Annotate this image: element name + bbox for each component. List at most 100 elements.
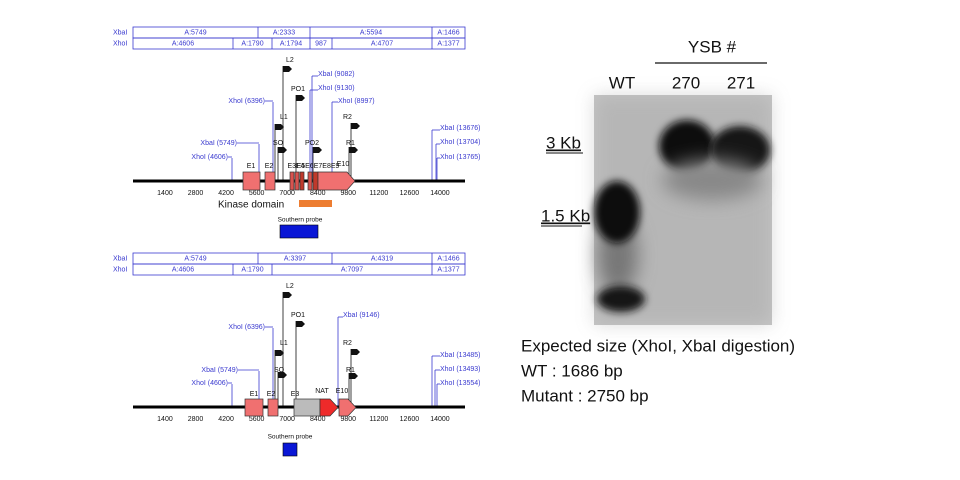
southern-probe bbox=[282, 442, 298, 457]
fragment-label: A:5594 bbox=[360, 29, 382, 36]
fragment-label: A:1466 bbox=[437, 255, 459, 262]
fragment-label: A:4606 bbox=[172, 266, 194, 273]
site-label: L2 bbox=[286, 57, 294, 64]
fragment-label: A:4606 bbox=[172, 40, 194, 47]
site-label: PO1 bbox=[291, 312, 305, 319]
axis-tick-label: 8400 bbox=[310, 190, 326, 197]
axis-tick-label: 1400 bbox=[157, 190, 173, 197]
exon bbox=[289, 171, 295, 191]
site-label: XhoI (9130) bbox=[318, 85, 355, 92]
fragment-label: A:5749 bbox=[184, 255, 206, 262]
site-label: PO2 bbox=[305, 140, 319, 147]
exon bbox=[264, 171, 276, 191]
promoter-flag bbox=[275, 124, 284, 130]
site-label: XhoI (6396) bbox=[228, 324, 265, 331]
fragment-label: A:3397 bbox=[284, 255, 306, 262]
axis-tick-label: 12600 bbox=[400, 416, 420, 423]
promoter-flag bbox=[351, 349, 360, 355]
table-row bbox=[132, 37, 466, 50]
promoter-flag bbox=[275, 350, 284, 356]
axis-tick-label: 9800 bbox=[340, 190, 356, 197]
site-label: XbaI (5749) bbox=[201, 367, 238, 374]
exon-label: E1 bbox=[250, 391, 259, 398]
exon-arrow bbox=[319, 398, 339, 417]
fragment-label: A:1377 bbox=[437, 40, 459, 47]
axis-tick-label: 4200 bbox=[218, 190, 234, 197]
exon-label: E10 bbox=[337, 161, 350, 168]
site-label: L1 bbox=[280, 340, 288, 347]
axis-tick-label: 7000 bbox=[279, 416, 295, 423]
fragment-label: A:4319 bbox=[371, 255, 393, 262]
caption-line: Mutant : 2750 bp bbox=[521, 386, 649, 405]
site-label: SO bbox=[274, 367, 285, 374]
exon-label: E3 bbox=[291, 391, 300, 398]
exon-label: E2 bbox=[265, 163, 274, 170]
fragment-label: A:1790 bbox=[241, 266, 263, 273]
promoter-flag bbox=[283, 66, 292, 72]
table-row bbox=[132, 263, 466, 276]
site-label: SO bbox=[273, 140, 284, 147]
fragment-label: A:1790 bbox=[241, 40, 263, 47]
site-label: R1 bbox=[346, 140, 355, 147]
site-label: XbaI (9146) bbox=[343, 312, 380, 319]
axis-tick-label: 11200 bbox=[369, 190, 388, 197]
axis-tick-label: 14000 bbox=[430, 190, 450, 197]
kinase-domain bbox=[299, 200, 332, 207]
probe-label: Southern probe bbox=[278, 217, 323, 224]
axis-tick-label: 7000 bbox=[279, 190, 295, 197]
exon bbox=[242, 171, 261, 191]
exon-arrow bbox=[317, 171, 356, 191]
axis-tick-label: 5600 bbox=[249, 190, 265, 197]
axis-tick-label: 1400 bbox=[157, 416, 173, 423]
fragment-label: A:1377 bbox=[437, 266, 459, 273]
promoter-flag bbox=[351, 123, 360, 129]
axis-tick-label: 14000 bbox=[430, 416, 450, 423]
lane-label: 270 bbox=[672, 73, 700, 92]
site-label: XhoI (13704) bbox=[440, 139, 480, 146]
size-marker: 1.5 Kb bbox=[541, 206, 590, 225]
exon-label: E5E6E7E8E9 bbox=[297, 163, 340, 170]
site-label: XhoI (8997) bbox=[338, 98, 375, 105]
caption-title: Expected size (XhoI, XbaI digestion) bbox=[521, 336, 795, 355]
enzyme-label: XbaI bbox=[113, 29, 127, 36]
exon-label: NAT bbox=[315, 388, 329, 395]
site-label: XbaI (9082) bbox=[318, 71, 355, 78]
fragment-label: 987 bbox=[315, 40, 327, 47]
site-label: R2 bbox=[343, 114, 352, 121]
enzyme-label: XhoI bbox=[113, 266, 127, 273]
exon bbox=[312, 171, 319, 191]
exon-arrow bbox=[338, 398, 357, 417]
enzyme-label: XbaI bbox=[113, 255, 127, 262]
size-marker: 3 Kb bbox=[546, 133, 581, 152]
axis-tick-label: 12600 bbox=[400, 190, 420, 197]
site-label: XbaI (5749) bbox=[200, 140, 237, 147]
exon-label: E2 bbox=[267, 391, 276, 398]
axis-tick-label: 11200 bbox=[369, 416, 388, 423]
exon-label: E1 bbox=[247, 163, 256, 170]
site-label: L1 bbox=[280, 114, 288, 121]
exon bbox=[294, 171, 300, 191]
site-label: XbaI (13676) bbox=[440, 125, 480, 132]
axis-tick-label: 2800 bbox=[188, 416, 204, 423]
caption-line: WT : 1686 bp bbox=[521, 361, 623, 380]
promoter-flag bbox=[296, 321, 305, 327]
axis-tick-label: 9800 bbox=[340, 416, 356, 423]
axis-tick-label: 5600 bbox=[249, 416, 265, 423]
axis-tick-label: 4200 bbox=[218, 416, 234, 423]
exon-label: E10 bbox=[336, 388, 349, 395]
site-label: L2 bbox=[286, 283, 294, 290]
lane-label: 271 bbox=[727, 73, 755, 92]
exon bbox=[244, 398, 264, 417]
site-label: XbaI (13485) bbox=[440, 352, 480, 359]
exon bbox=[307, 171, 313, 191]
exon bbox=[267, 398, 279, 417]
axis-tick-label: 2800 bbox=[188, 190, 204, 197]
enzyme-label: XhoI bbox=[113, 40, 127, 47]
promoter-flag bbox=[349, 373, 358, 379]
lane-label: WT bbox=[609, 73, 635, 92]
promoter-flag bbox=[349, 147, 358, 153]
site-label: XhoI (13554) bbox=[440, 380, 480, 387]
fragment-label: A:5749 bbox=[184, 29, 206, 36]
site-label: R1 bbox=[346, 367, 355, 374]
exon-label: E3E4 bbox=[287, 163, 304, 170]
